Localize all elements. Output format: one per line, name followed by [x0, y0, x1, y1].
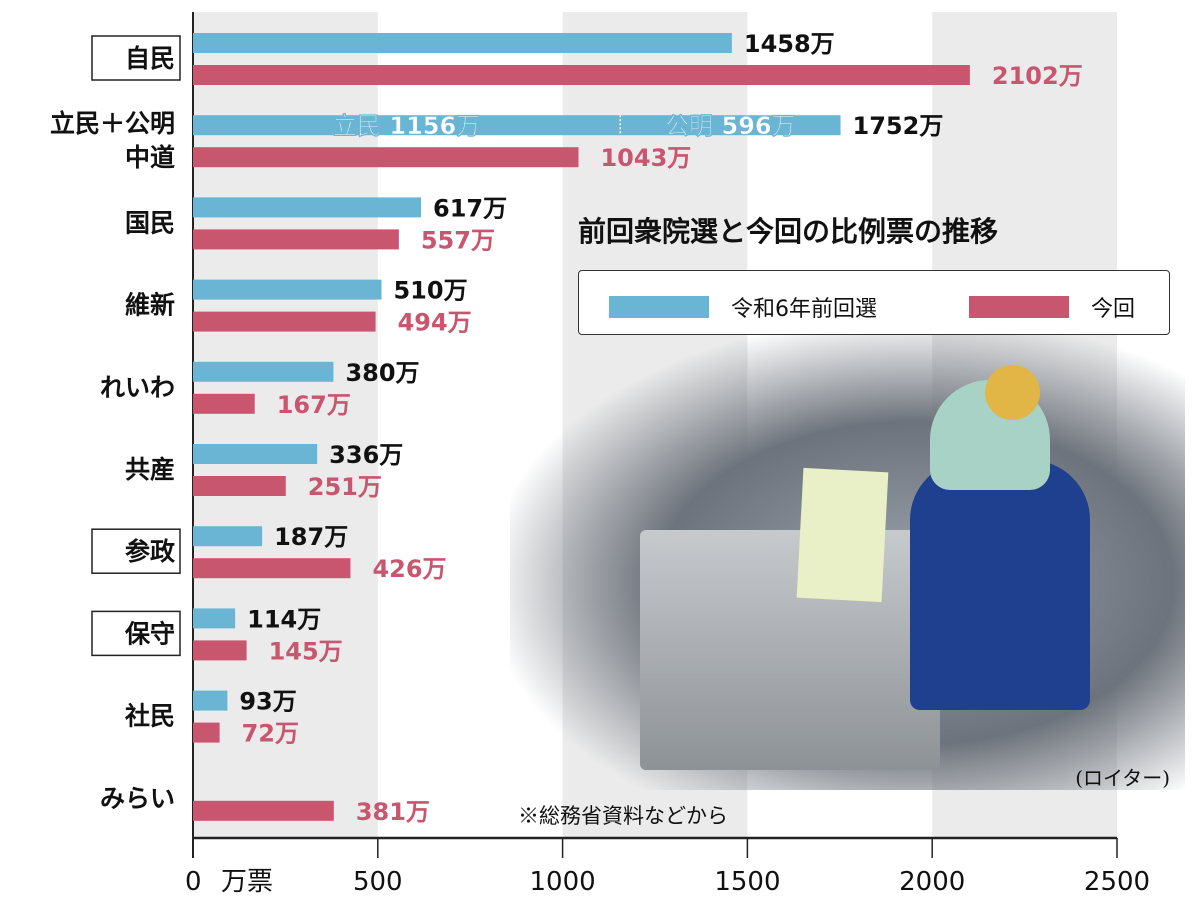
- photo-ballot-box: [510, 330, 1185, 790]
- category-label: 立民＋公明: [50, 109, 175, 138]
- bar: [193, 65, 970, 85]
- category-frame: [91, 528, 181, 574]
- category-label: 保守: [124, 619, 175, 648]
- bar: [193, 444, 318, 464]
- x-tick-label: 0: [185, 867, 202, 897]
- data-label: 72万: [242, 720, 299, 748]
- data-label: 617万: [433, 194, 507, 222]
- data-label: 380万: [345, 359, 419, 387]
- data-label: 167万: [277, 391, 351, 419]
- data-label: 251万: [308, 473, 382, 501]
- bar: [193, 608, 236, 629]
- bar: [193, 147, 579, 168]
- x-axis-unit: 万票: [221, 867, 273, 897]
- data-label: 557万: [421, 226, 495, 254]
- data-label: 336万: [329, 441, 403, 469]
- x-tick-label: 1000: [530, 867, 596, 897]
- data-label: 187万: [274, 523, 348, 551]
- photo-credit: (ロイター): [1075, 766, 1170, 790]
- legend-item-previous: 令和6年前回選: [609, 291, 877, 323]
- bar: [193, 640, 247, 661]
- data-label: 510万: [393, 277, 467, 305]
- category-label: れいわ: [100, 373, 175, 402]
- bar: [193, 722, 220, 743]
- source-note: ※総務省資料などから: [518, 804, 728, 828]
- data-label: 1752万: [853, 112, 944, 140]
- category-label: 維新: [125, 291, 175, 320]
- bar: [193, 558, 351, 579]
- legend-item-current: 今回: [969, 291, 1135, 323]
- category-label: 参政: [125, 537, 176, 566]
- data-label: 145万: [269, 637, 343, 665]
- category-label: 自民: [125, 44, 175, 73]
- chart-title: 前回衆院選と今回の比例票の推移: [578, 215, 999, 248]
- category-frame: [91, 35, 181, 81]
- legend: 令和6年前回選 今回: [578, 270, 1170, 335]
- data-label: 381万: [356, 798, 430, 826]
- bar: [193, 393, 255, 414]
- data-label: 1458万: [744, 30, 835, 58]
- category-label: 国民: [125, 208, 175, 237]
- bar: [193, 476, 286, 496]
- data-label: 2102万: [992, 62, 1083, 90]
- x-tick-label: 2500: [1084, 867, 1150, 897]
- category-frame: [91, 610, 181, 657]
- x-tick-label: 1500: [714, 867, 780, 897]
- category-label: 中道: [125, 143, 175, 172]
- bar: [193, 33, 732, 53]
- data-label: 114万: [247, 605, 321, 633]
- category-label: みらい: [100, 784, 175, 813]
- data-label: 1043万: [600, 144, 691, 172]
- data-label: 93万: [239, 688, 296, 716]
- bar: [193, 361, 334, 382]
- bar: [193, 690, 228, 711]
- segment-label: 立民 1156万: [333, 112, 480, 140]
- segment-label: 公明 596万: [665, 112, 795, 140]
- bar: [193, 279, 382, 300]
- category-label: 社民: [125, 702, 175, 731]
- x-tick-label: 500: [353, 867, 403, 897]
- bar: [193, 800, 334, 821]
- bar: [193, 115, 841, 136]
- bar: [193, 229, 399, 250]
- data-label: 494万: [398, 309, 472, 337]
- category-label: 共産: [125, 455, 175, 484]
- data-label: 426万: [372, 555, 446, 583]
- bar: [193, 526, 263, 547]
- bar: [193, 311, 376, 332]
- bar: [193, 197, 422, 218]
- x-tick-label: 2000: [899, 867, 965, 897]
